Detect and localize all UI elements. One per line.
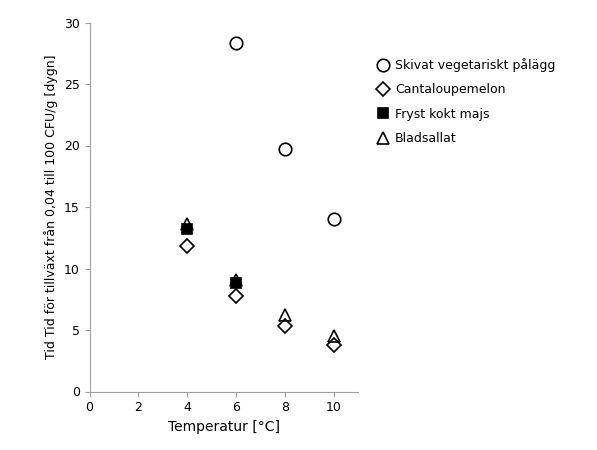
- X-axis label: Temperatur [°C]: Temperatur [°C]: [168, 420, 280, 434]
- Legend: Skivat vegetariskt pålägg, Cantaloupemelon, Fryst kokt majs, Bladsallat: Skivat vegetariskt pålägg, Cantaloupemel…: [375, 58, 556, 145]
- Y-axis label: Tid Tid för tillväxt från 0,04 till 100 CFU/g [dygn]: Tid Tid för tillväxt från 0,04 till 100 …: [44, 55, 59, 359]
